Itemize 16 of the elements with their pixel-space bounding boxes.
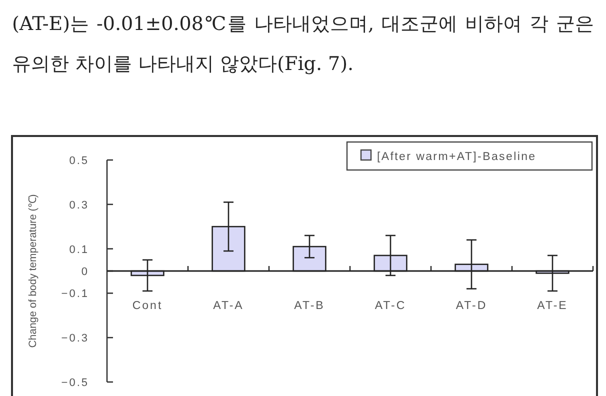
x-tick-label: AT-D <box>456 300 488 312</box>
text: (AT-E)는 -0.01±0.08℃를 나타내었으며, 대조군에 비하여 각 군은 유의한 차이를 나타내지 않았다(Fig. 7). <box>12 12 594 77</box>
y-tick-label: 0.1 <box>69 244 89 256</box>
x-tick-label: Cont <box>132 300 163 312</box>
y-tick-label: −0.3 <box>61 332 89 345</box>
y-tick-label: 0.5 <box>69 155 89 167</box>
y-tick-label: 0 <box>81 266 89 278</box>
x-tick-label: AT-B <box>294 300 325 312</box>
x-tick-label: AT-C <box>374 300 406 312</box>
y-tick-label: 0.3 <box>69 199 89 212</box>
x-tick-label: AT-E <box>537 300 568 312</box>
y-tick-label: −0.5 <box>61 377 89 389</box>
y-axis-title: Change of body temperature (℃) <box>27 194 39 348</box>
x-tick-label: AT-A <box>213 300 244 312</box>
legend-label: [After warm+AT]-Baseline <box>377 151 536 163</box>
y-tick-label: −0.1 <box>61 288 89 300</box>
